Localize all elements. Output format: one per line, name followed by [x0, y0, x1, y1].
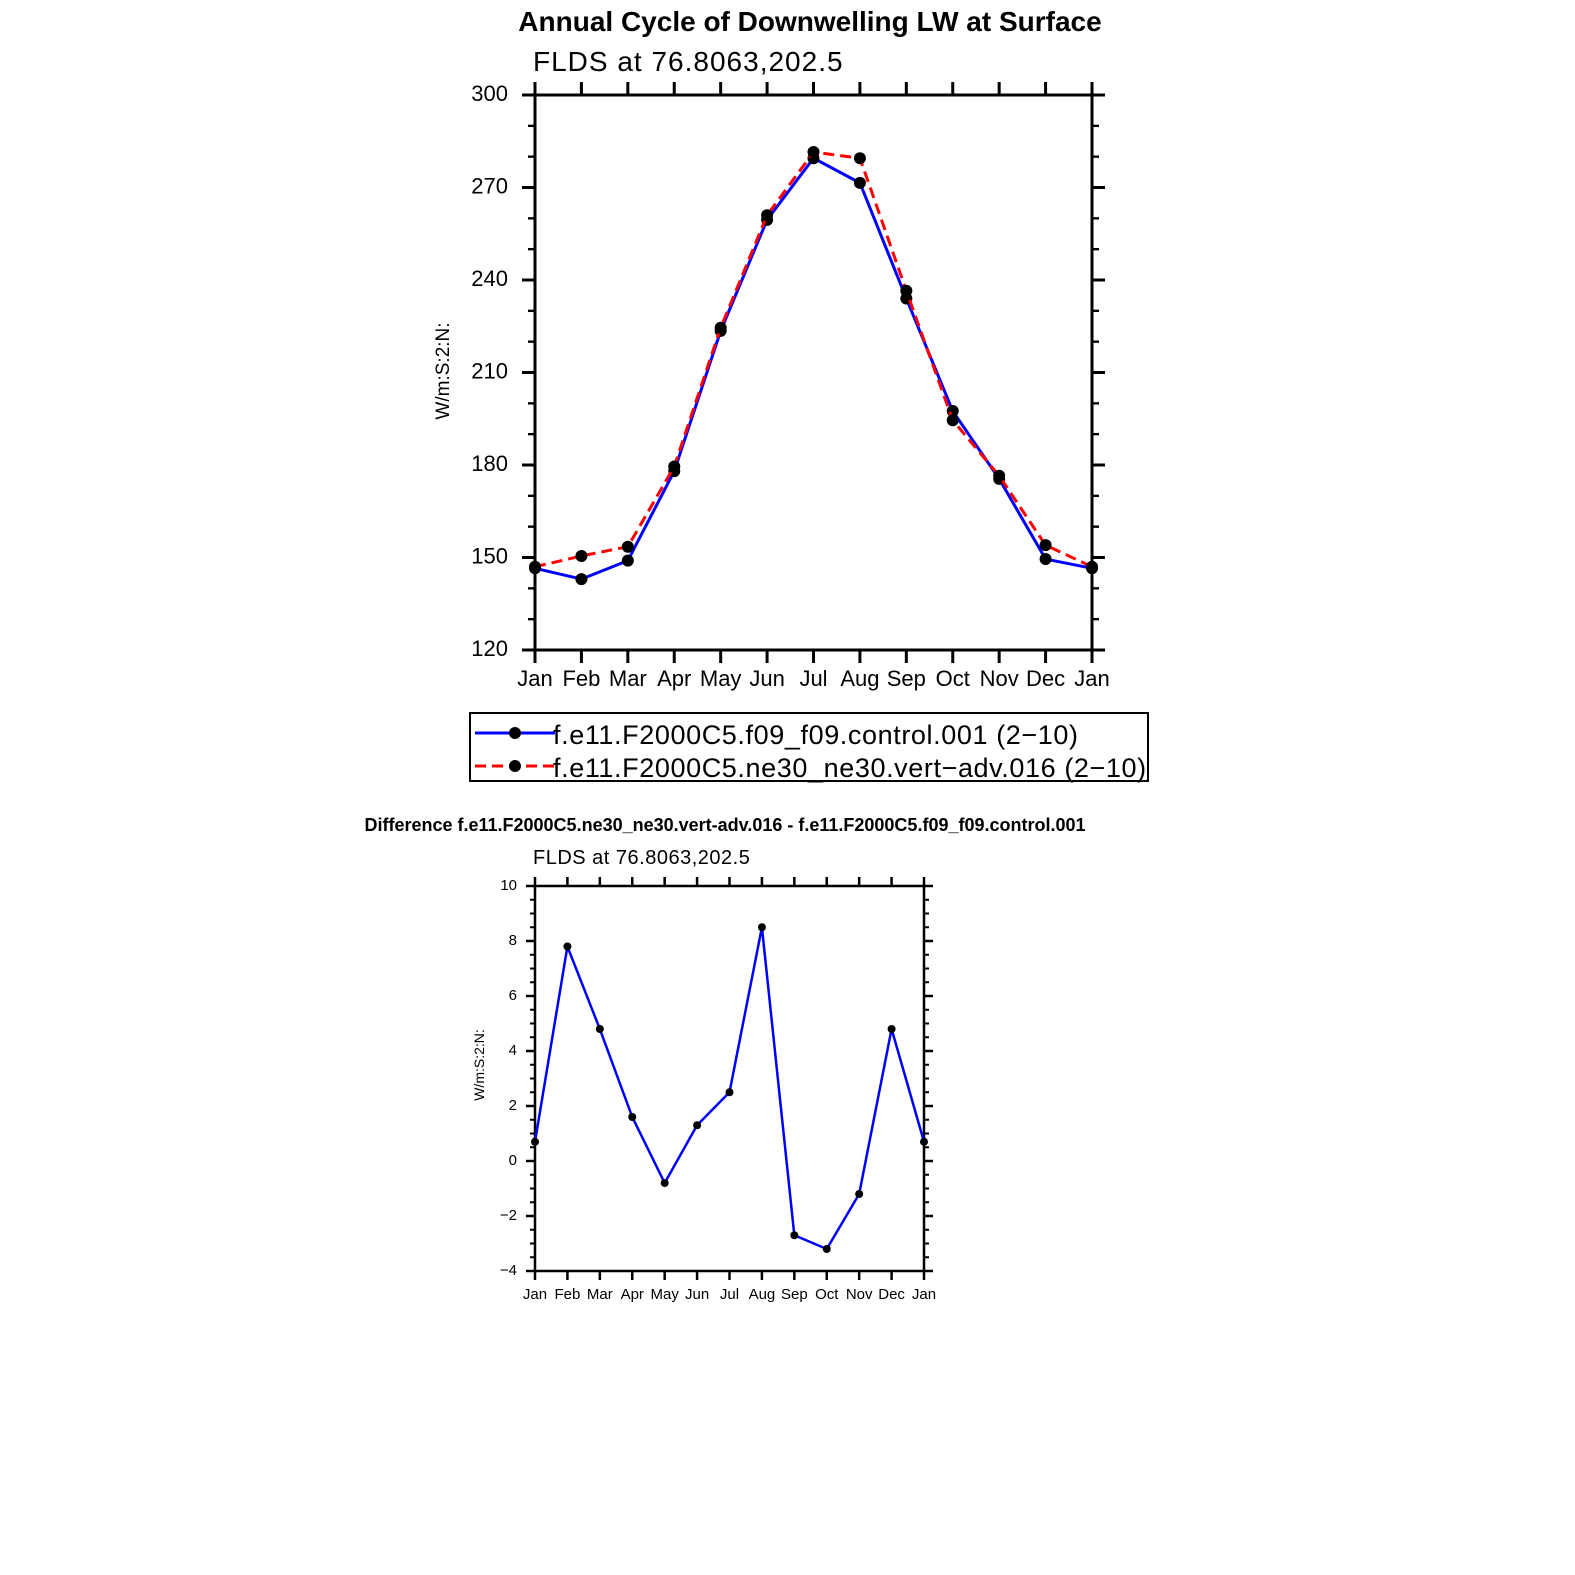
chart-title: Annual Cycle of Downwelling LW at Surfac…	[518, 6, 1102, 37]
main-series-0-point	[621, 554, 634, 567]
diff-x-tick-label: Dec	[878, 1286, 905, 1303]
legend-swatch-vert-adv	[475, 760, 555, 772]
main-series-1-point	[529, 560, 541, 573]
main-x-tick-label: Oct	[936, 666, 970, 691]
main-y-tick-label: 300	[471, 81, 508, 106]
main-x-tick-label: Nov	[980, 666, 1019, 691]
main-series-0-point	[575, 573, 588, 586]
diff-series-0-point	[790, 1231, 799, 1240]
main-series-1-point	[946, 414, 959, 427]
legend-entry-vert-adv: f.e11.F2000C5.ne30_ne30.vert−adv.016 (2−…	[471, 751, 1147, 783]
diff-series-0-point	[855, 1190, 864, 1198]
main-series-0-point	[853, 176, 866, 189]
diff-series-0-point	[595, 1025, 604, 1033]
diff-x-tick-label: Sep	[781, 1286, 808, 1303]
main-x-tick-label: Aug	[840, 666, 879, 691]
main-x-tick-label: Jan	[517, 666, 552, 691]
difference-chart-title: Difference f.e11.F2000C5.ne30_ne30.vert-…	[364, 815, 1086, 835]
diff-y-tick-label: 0	[509, 1152, 517, 1169]
diff-series-0-point	[725, 1088, 734, 1097]
main-series-1-point	[621, 540, 634, 553]
main-series-1-point	[1086, 560, 1098, 573]
main-x-tick-label: Feb	[562, 666, 600, 691]
main-series-0-line	[534, 156, 1093, 581]
diff-series-0-point	[920, 1137, 928, 1146]
diff-y-tick-label: 6	[509, 987, 517, 1004]
main-x-tick-label: Jan	[1074, 666, 1109, 691]
difference-chart-subtitle: FLDS at 76.8063,202.5	[533, 847, 751, 869]
diff-x-tick-label: Jan	[523, 1286, 547, 1303]
main-x-tick-label: Mar	[609, 666, 647, 691]
legend: f.e11.F2000C5.f09_f09.control.001 (2−10)…	[469, 712, 1149, 783]
diff-series-0-point	[660, 1179, 669, 1187]
main-x-tick-label: Apr	[657, 666, 691, 691]
diff-plot-frame	[533, 884, 926, 1273]
main-x-tick-label: Sep	[887, 666, 926, 691]
diff-x-tick-label: Jun	[685, 1286, 709, 1303]
main-series-1-point	[900, 284, 913, 297]
diff-y-tick-label: −4	[500, 1262, 517, 1279]
main-y-tick-label: 150	[471, 543, 508, 568]
main-y-tick-label: 180	[471, 451, 508, 476]
main-series-1-point	[714, 321, 727, 334]
main-series-1-point	[853, 152, 866, 165]
diff-series-0-point	[531, 1137, 539, 1146]
main-x-tick-label: Jul	[799, 666, 827, 691]
main-series-1-point	[993, 469, 1006, 482]
main-series-1-point	[807, 146, 820, 159]
diff-series-0-point	[757, 923, 766, 932]
diff-y-tick-label: 4	[509, 1042, 517, 1059]
diff-series-0-point	[822, 1245, 831, 1253]
diff-x-tick-label: May	[650, 1286, 679, 1303]
diff-series-0-point	[628, 1113, 637, 1121]
main-y-tick-label: 120	[471, 636, 508, 661]
diff-x-tick-label: Nov	[846, 1286, 873, 1303]
diff-series-0-line	[533, 926, 926, 1251]
main-x-tick-label: Dec	[1026, 666, 1065, 691]
main-y-tick-label: 210	[471, 358, 508, 383]
diff-series-0-point	[563, 942, 572, 951]
diff-x-tick-label: Jul	[720, 1286, 739, 1303]
diff-x-tick-label: Mar	[587, 1286, 613, 1303]
legend-swatch-control	[475, 727, 555, 739]
main-plot-frame	[533, 93, 1094, 652]
main-series-1-point	[668, 460, 681, 473]
diff-y-tick-label: 10	[500, 877, 517, 894]
diff-x-tick-label: Oct	[815, 1286, 839, 1303]
main-series-1-point	[761, 209, 774, 222]
legend-label-control: f.e11.F2000C5.f09_f09.control.001 (2−10)	[553, 720, 1079, 750]
diff-y-tick-label: 8	[509, 932, 517, 949]
diff-x-tick-label: Jan	[912, 1286, 936, 1303]
main-series-1-point	[575, 549, 588, 562]
legend-label-vert-adv: f.e11.F2000C5.ne30_ne30.vert−adv.016 (2−…	[553, 753, 1147, 783]
diff-x-tick-label: Apr	[621, 1286, 644, 1303]
main-series-1-point	[1039, 539, 1052, 552]
main-y-tick-label: 240	[471, 266, 508, 291]
main-series-0-point	[1039, 553, 1052, 566]
diff-y-tick-label: 2	[509, 1097, 517, 1114]
diff-x-tick-label: Aug	[749, 1286, 776, 1303]
diff-y-tick-label: −2	[500, 1207, 517, 1224]
chart-subtitle: FLDS at 76.8063,202.5	[533, 46, 844, 77]
main-series-1-line	[534, 150, 1093, 569]
main-x-tick-label: May	[700, 666, 742, 691]
main-y-tick-label: 270	[471, 173, 508, 198]
main-x-tick-label: Jun	[749, 666, 784, 691]
diff-series-0-point	[693, 1121, 702, 1130]
diff-x-tick-label: Feb	[554, 1286, 580, 1303]
legend-entry-control: f.e11.F2000C5.f09_f09.control.001 (2−10)	[471, 718, 1147, 750]
diff-series-0-point	[887, 1025, 896, 1033]
